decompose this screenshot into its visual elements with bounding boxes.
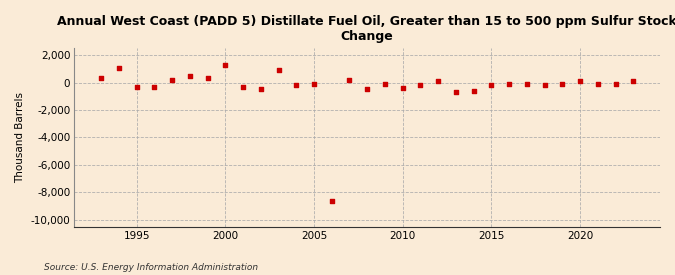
Point [574, 79, 585, 83]
Point [184, 74, 195, 79]
Point [415, 82, 426, 87]
Point [522, 82, 533, 86]
Title: Annual West Coast (PADD 5) Distillate Fuel Oil, Greater than 15 to 500 ppm Sulfu: Annual West Coast (PADD 5) Distillate Fu… [57, 15, 675, 43]
Point [344, 78, 355, 82]
Point [504, 82, 514, 86]
Point [113, 65, 124, 70]
Point [273, 68, 284, 73]
Point [291, 82, 302, 87]
Point [308, 82, 319, 86]
Point [220, 63, 231, 68]
Point [628, 79, 639, 83]
Point [326, 198, 337, 203]
Point [362, 87, 373, 92]
Point [149, 85, 160, 90]
Point [433, 79, 443, 83]
Point [379, 82, 390, 86]
Point [610, 82, 621, 86]
Point [167, 78, 178, 82]
Point [398, 86, 408, 90]
Y-axis label: Thousand Barrels: Thousand Barrels [15, 92, 25, 183]
Point [468, 89, 479, 93]
Point [131, 84, 142, 89]
Point [539, 82, 550, 87]
Point [202, 76, 213, 81]
Text: Source: U.S. Energy Information Administration: Source: U.S. Energy Information Administ… [44, 263, 258, 272]
Point [255, 87, 266, 92]
Point [96, 76, 107, 81]
Point [593, 82, 603, 86]
Point [486, 82, 497, 87]
Point [450, 90, 461, 94]
Point [238, 84, 248, 89]
Point [557, 82, 568, 86]
